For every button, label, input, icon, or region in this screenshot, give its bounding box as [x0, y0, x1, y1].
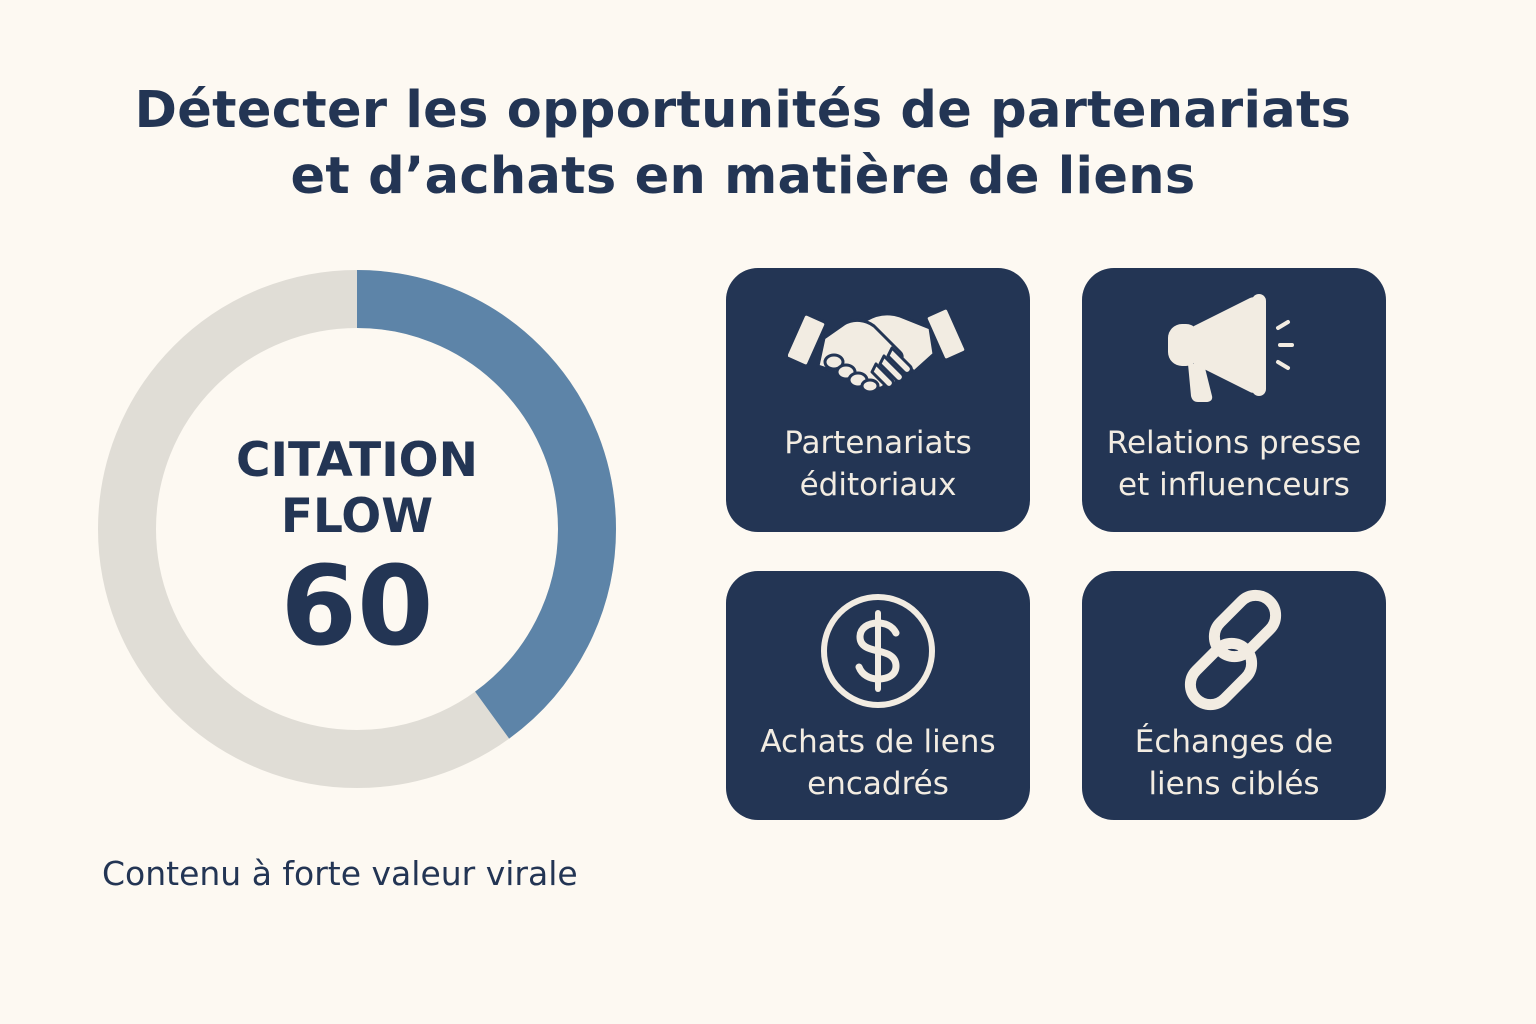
chain-link-icon — [1082, 589, 1386, 713]
gauge-center: CITATION FLOW 60 — [96, 268, 618, 790]
card-partenariats-editoriaux: Partenariats éditoriaux — [726, 268, 1030, 532]
card-label: Relations presse et influenceurs — [1082, 422, 1386, 506]
card-label: Achats de liens encadrés — [726, 721, 1030, 805]
card-label-line-1: Relations presse — [1106, 425, 1362, 461]
handshake-icon — [726, 290, 1030, 400]
card-label: Échanges de liens ciblés — [1082, 721, 1386, 805]
card-label-line-2: liens ciblés — [1148, 766, 1320, 802]
card-label: Partenariats éditoriaux — [726, 422, 1030, 506]
citation-flow-gauge: CITATION FLOW 60 — [96, 268, 618, 790]
card-label-line-2: encadrés — [807, 766, 949, 802]
card-label-line-2: éditoriaux — [799, 467, 957, 503]
card-label-line-1: Partenariats — [784, 425, 972, 461]
gauge-label-line-2: FLOW — [280, 489, 434, 544]
card-label-line-2: et influenceurs — [1118, 467, 1350, 503]
dollar-icon — [726, 589, 1030, 713]
title-line-1: Détecter les opportunités de partenariat… — [134, 81, 1352, 140]
gauge-caption: Contenu à forte valeur virale — [102, 854, 578, 893]
gauge-label-line-1: CITATION — [236, 433, 478, 488]
card-relations-presse: Relations presse et influenceurs — [1082, 268, 1386, 532]
gauge-fill — [98, 270, 616, 788]
gauge-value: 60 — [280, 542, 434, 670]
card-echanges-de-liens: Échanges de liens ciblés — [1082, 571, 1386, 820]
gauge-ring — [98, 270, 616, 788]
page-title: Détecter les opportunités de partenariat… — [0, 78, 1486, 210]
card-label-line-1: Échanges de — [1134, 724, 1334, 760]
card-label-line-1: Achats de liens — [760, 724, 996, 760]
megaphone-icon — [1082, 290, 1386, 402]
title-line-2: et d’achats en matière de liens — [290, 147, 1196, 206]
card-achats-de-liens: Achats de liens encadrés — [726, 571, 1030, 820]
